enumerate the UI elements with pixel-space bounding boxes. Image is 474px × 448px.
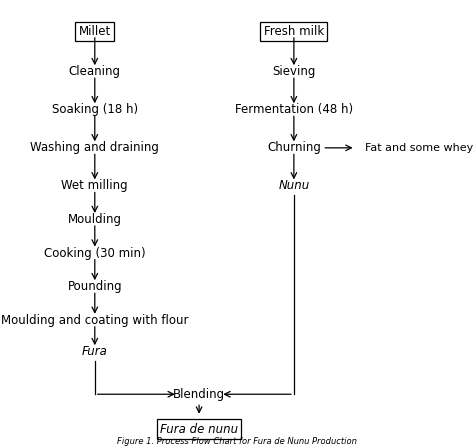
Text: Churning: Churning [267, 141, 321, 155]
Text: Fura de nunu: Fura de nunu [160, 422, 238, 436]
Text: Millet: Millet [79, 25, 111, 38]
Text: Moulding and coating with flour: Moulding and coating with flour [1, 314, 189, 327]
Text: Fermentation (48 h): Fermentation (48 h) [235, 103, 353, 116]
Text: Soaking (18 h): Soaking (18 h) [52, 103, 138, 116]
Text: Washing and draining: Washing and draining [30, 141, 159, 155]
Text: Fat and some whey: Fat and some whey [365, 143, 473, 153]
Text: Sieving: Sieving [272, 65, 316, 78]
Text: Blending: Blending [173, 388, 225, 401]
Text: Cleaning: Cleaning [69, 65, 121, 78]
Text: Moulding: Moulding [68, 213, 122, 226]
Text: Wet milling: Wet milling [62, 179, 128, 193]
Text: Nunu: Nunu [278, 179, 310, 193]
Text: Fresh milk: Fresh milk [264, 25, 324, 38]
Text: Cooking (30 min): Cooking (30 min) [44, 246, 146, 260]
Text: Figure 1. Process Flow Chart for Fura de Nunu Production: Figure 1. Process Flow Chart for Fura de… [117, 437, 357, 446]
Text: Fura: Fura [82, 345, 108, 358]
Text: Pounding: Pounding [67, 280, 122, 293]
